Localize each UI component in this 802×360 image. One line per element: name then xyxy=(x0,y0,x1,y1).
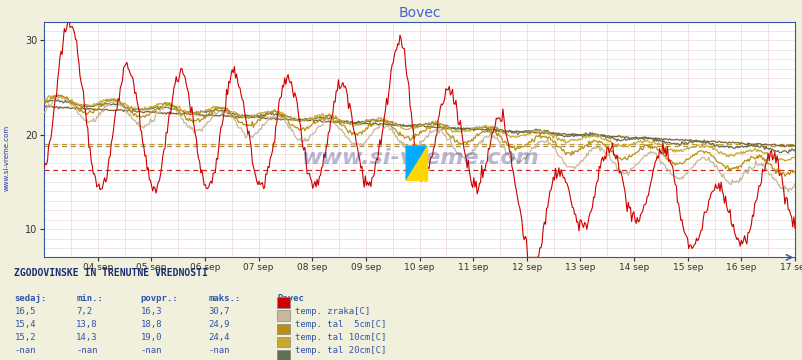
Text: temp. tal 10cm[C]: temp. tal 10cm[C] xyxy=(294,333,386,342)
Polygon shape xyxy=(406,146,426,180)
Title: Bovec: Bovec xyxy=(398,6,440,21)
Text: 16,5: 16,5 xyxy=(14,307,36,316)
Text: -nan: -nan xyxy=(14,346,36,355)
Text: 24,4: 24,4 xyxy=(209,333,230,342)
Text: 13,8: 13,8 xyxy=(76,320,98,329)
FancyBboxPatch shape xyxy=(277,310,290,321)
Text: 30,7: 30,7 xyxy=(209,307,230,316)
Text: 15,2: 15,2 xyxy=(14,333,36,342)
Text: 15,4: 15,4 xyxy=(14,320,36,329)
Polygon shape xyxy=(406,146,426,180)
Text: temp. zraka[C]: temp. zraka[C] xyxy=(294,307,370,316)
Text: maks.:: maks.: xyxy=(209,294,241,303)
Text: 18,8: 18,8 xyxy=(140,320,162,329)
Text: min.:: min.: xyxy=(76,294,103,303)
Text: 7,2: 7,2 xyxy=(76,307,92,316)
Text: Bovec: Bovec xyxy=(277,294,303,303)
Text: -nan: -nan xyxy=(76,346,98,355)
Text: povpr.:: povpr.: xyxy=(140,294,178,303)
FancyBboxPatch shape xyxy=(277,324,290,334)
FancyBboxPatch shape xyxy=(277,337,290,347)
FancyBboxPatch shape xyxy=(277,297,290,307)
Text: temp. tal  5cm[C]: temp. tal 5cm[C] xyxy=(294,320,386,329)
Text: www.si-vreme.com: www.si-vreme.com xyxy=(300,148,538,168)
Text: sedaj:: sedaj: xyxy=(14,294,47,303)
Text: 16,3: 16,3 xyxy=(140,307,162,316)
Text: www.si-vreme.com: www.si-vreme.com xyxy=(4,125,10,192)
Text: 14,3: 14,3 xyxy=(76,333,98,342)
Text: 24,9: 24,9 xyxy=(209,320,230,329)
Text: temp. tal 20cm[C]: temp. tal 20cm[C] xyxy=(294,346,386,355)
Text: -nan: -nan xyxy=(209,346,230,355)
Text: 19,0: 19,0 xyxy=(140,333,162,342)
Text: ZGODOVINSKE IN TRENUTNE VREDNOSTI: ZGODOVINSKE IN TRENUTNE VREDNOSTI xyxy=(14,268,208,278)
Text: -nan: -nan xyxy=(140,346,162,355)
FancyBboxPatch shape xyxy=(277,350,290,360)
